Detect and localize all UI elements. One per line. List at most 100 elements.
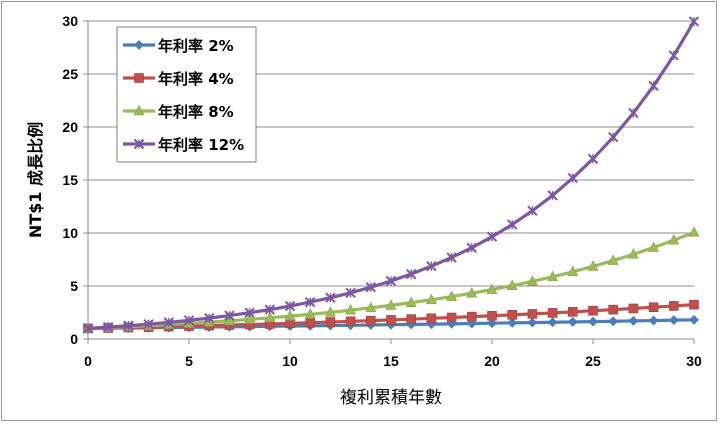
series-4-point-16	[405, 268, 417, 280]
series-3-point-19	[466, 287, 478, 298]
series-2-point-17	[426, 313, 437, 324]
series-4	[82, 16, 700, 334]
y-tick-label-10: 10	[62, 225, 78, 241]
series-1-point-23	[547, 317, 558, 328]
series-4-point-30	[688, 16, 700, 27]
axes	[83, 20, 695, 344]
series-4-point-13	[345, 287, 356, 298]
x-tick-label-10: 10	[282, 353, 298, 369]
legend-label-3: 年利率 8%	[158, 103, 234, 121]
y-axis-title: NT$1 成長比例	[26, 122, 45, 238]
series-1-point-29	[668, 315, 679, 326]
series-3-point-18	[446, 290, 458, 301]
series-3-point-14	[365, 301, 377, 313]
y-tick-label-30: 30	[62, 13, 78, 29]
series-4-point-28	[648, 80, 659, 92]
legend-box	[116, 26, 257, 163]
series-2-point-25	[588, 305, 598, 316]
y-tick-label-25: 25	[62, 66, 78, 82]
legend-marker-4	[133, 138, 145, 150]
series-2-point-19	[466, 311, 477, 322]
series-3-point-12	[324, 306, 336, 317]
x-tick-label-0: 0	[84, 353, 92, 369]
series-2-point-30	[689, 299, 699, 310]
y-tick-labels: 0 5 10 15 20 25 30	[62, 13, 78, 347]
series-4-point-26	[607, 131, 619, 143]
series-2-point-13	[345, 316, 356, 327]
series-4-point-19	[466, 242, 478, 253]
legend: 年利率 2% 年利率 4% 年利率 8% 年利率 12%	[116, 26, 257, 163]
series-2-point-18	[446, 312, 457, 323]
series-4-point-12	[325, 292, 336, 303]
series-4-point-1	[102, 321, 114, 333]
series-4-point-23	[547, 190, 558, 201]
legend-item-2: 年利率 4%	[123, 70, 234, 88]
x-tick-label-30: 30	[686, 353, 702, 369]
series-2-point-23	[547, 308, 558, 318]
series-3-point-20	[486, 283, 498, 294]
series-2-point-14	[365, 315, 376, 326]
series-3-point-21	[506, 279, 518, 290]
series-4-point-10	[284, 300, 296, 312]
series-3-point-29	[668, 234, 680, 245]
series-3-point-7	[223, 314, 235, 326]
x-tick-label-15: 15	[383, 353, 399, 369]
legend-marker-1	[134, 40, 144, 50]
series-1-point-20	[487, 318, 497, 329]
series-3-point-15	[385, 299, 397, 310]
series-2-point-21	[507, 310, 518, 320]
series-4-point-0	[82, 323, 94, 334]
series-4-point-27	[628, 107, 639, 119]
x-axis-title: 複利累積年數	[340, 388, 442, 408]
legend-label-1: 年利率 2%	[158, 37, 234, 55]
series-4-point-9	[264, 304, 276, 315]
series-1-point-21	[507, 317, 518, 328]
series-3-point-8	[244, 313, 256, 324]
series-4-point-5	[183, 315, 195, 326]
series-1-point-28	[648, 315, 659, 326]
series-2-point-20	[487, 310, 497, 321]
y-tick-label-0: 0	[70, 331, 78, 347]
series-2-point-29	[668, 301, 679, 311]
series-3-point-26	[607, 254, 619, 265]
series-3-point-22	[526, 275, 538, 286]
series-3-point-24	[567, 265, 579, 277]
series-2-point-27	[628, 303, 639, 314]
series-2-point-26	[608, 304, 619, 315]
series-4-point-25	[587, 153, 599, 165]
series-3-point-30	[688, 226, 700, 237]
series-3-point-17	[425, 293, 437, 305]
series-4-point-18	[446, 252, 457, 263]
legend-item-4: 年利率 12%	[123, 136, 244, 154]
series-4-point-21	[506, 219, 518, 230]
legend-marker-2	[134, 73, 144, 83]
y-tick-label-20: 20	[62, 119, 78, 135]
series-2-point-28	[648, 302, 659, 313]
series-4-point-2	[123, 320, 134, 331]
series-1-point-22	[527, 317, 538, 328]
series-1-point-25	[588, 316, 598, 327]
series-4-point-4	[163, 317, 175, 328]
series-3-point-23	[547, 270, 559, 282]
series-4-point-22	[527, 205, 538, 216]
series-2-point-16	[406, 314, 417, 324]
y-tick-label-15: 15	[62, 172, 78, 188]
plot-series	[82, 16, 700, 334]
series-4-point-11	[304, 296, 316, 308]
series-3-point-16	[405, 296, 417, 307]
legend-label-4: 年利率 12%	[158, 136, 244, 154]
series-3-point-13	[345, 304, 357, 315]
legend-item-1: 年利率 2%	[123, 37, 234, 55]
series-1-point-30	[689, 314, 699, 325]
series-2-point-22	[527, 309, 538, 319]
x-tick-label-20: 20	[484, 353, 500, 369]
series-2-point-24	[567, 307, 578, 317]
series-4-point-6	[203, 312, 215, 324]
legend-item-3: 年利率 8%	[123, 103, 234, 121]
y-tick-label-5: 5	[70, 278, 78, 294]
series-3-point-25	[587, 260, 599, 271]
legend-label-2: 年利率 4%	[158, 70, 234, 88]
series-4-point-3	[143, 318, 154, 330]
series-4-point-15	[385, 275, 397, 287]
series-2-point-12	[325, 317, 336, 327]
